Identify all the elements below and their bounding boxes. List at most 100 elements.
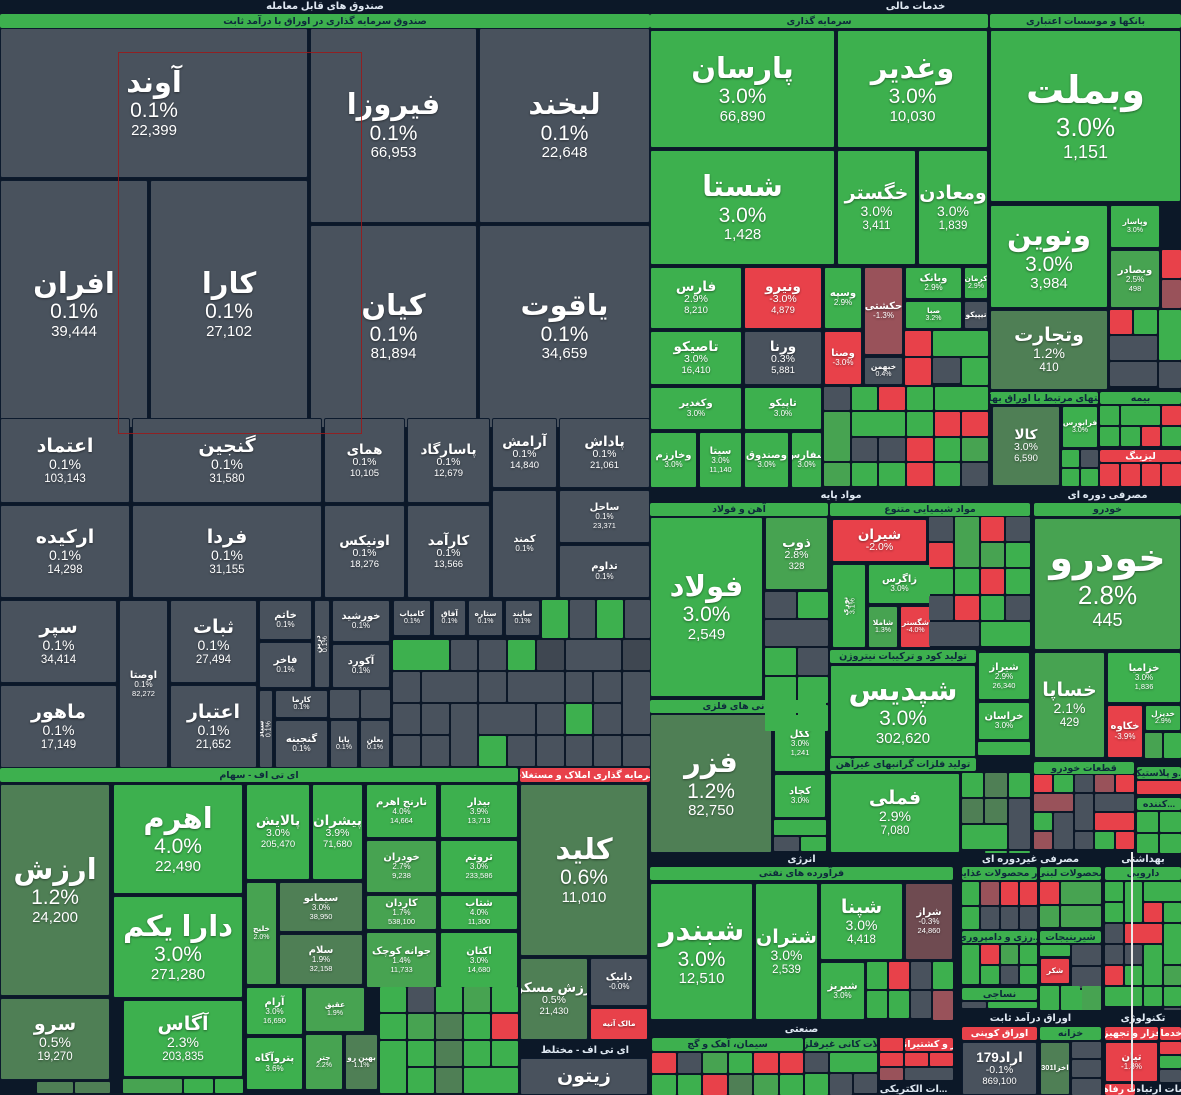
mosaic-tile[interactable] xyxy=(1162,464,1181,486)
mosaic-tile[interactable] xyxy=(954,569,979,594)
section-header[interactable]: ...کننده xyxy=(1137,798,1181,810)
mosaic-tile[interactable] xyxy=(728,1053,752,1073)
treemap-tile[interactable]: پارسان 3.0% 66,890 xyxy=(650,30,835,148)
treemap-tile[interactable]: پتروآگاه 3.6% xyxy=(246,1037,303,1090)
treemap-tile[interactable]: وپاسار 3.0% xyxy=(1110,205,1160,248)
mosaic-tile[interactable] xyxy=(408,1041,434,1066)
mosaic-tile[interactable] xyxy=(1054,813,1073,849)
mosaic-tile[interactable] xyxy=(1160,1056,1181,1068)
mosaic-tile[interactable] xyxy=(623,640,650,670)
mosaic-tile[interactable] xyxy=(1124,966,1142,985)
mosaic-tile[interactable] xyxy=(754,1075,778,1095)
mosaic-tile[interactable] xyxy=(934,387,988,411)
treemap-tile[interactable]: کارما 0.1% xyxy=(275,690,328,718)
mosaic-tile[interactable] xyxy=(805,1053,828,1072)
mosaic-tile[interactable] xyxy=(911,962,931,989)
mosaic-tile[interactable] xyxy=(1105,903,1123,922)
treemap-tile[interactable]: فارس 2.9% 8,210 xyxy=(650,267,742,329)
mosaic-tile[interactable] xyxy=(978,742,1030,755)
mosaic-tile[interactable] xyxy=(479,736,507,766)
treemap-tile[interactable]: ثبات 0.1% 27,494 xyxy=(170,600,257,683)
mosaic-tile[interactable] xyxy=(508,672,564,702)
treemap-tile[interactable]: عقیق 1.9% xyxy=(305,987,365,1032)
mosaic-tile[interactable] xyxy=(980,517,1005,542)
mosaic-tile[interactable] xyxy=(1074,832,1094,849)
section-header[interactable]: فرآورده های نفتی xyxy=(650,867,953,880)
section-header[interactable]: سرمایه گذاری xyxy=(650,14,988,28)
mosaic-tile[interactable] xyxy=(1040,905,1059,927)
section-header[interactable]: شیرینیجات xyxy=(1040,931,1101,943)
treemap-tile[interactable]: درین 0.1% xyxy=(314,600,330,688)
mosaic-tile[interactable] xyxy=(880,1038,903,1051)
treemap-tile[interactable]: اونیکس 0.1% 18,276 xyxy=(324,505,405,598)
treemap-tile[interactable]: شراز -0.3% 24,860 xyxy=(905,883,953,960)
mosaic-tile[interactable] xyxy=(1163,924,1181,964)
mosaic-tile[interactable] xyxy=(436,1041,462,1066)
treemap-tile[interactable]: وکغدیر 3.0% xyxy=(650,387,742,430)
treemap-tile[interactable]: تاپیکو 3.0% xyxy=(744,387,822,430)
treemap-tile[interactable]: کلید 0.6% 11,010 xyxy=(520,784,648,956)
mosaic-tile[interactable] xyxy=(1137,812,1158,832)
treemap-tile[interactable]: همای 0.1% 10,105 xyxy=(324,418,405,503)
treemap-tile[interactable]: وغدیر 3.0% 10,030 xyxy=(837,30,988,148)
treemap-tile[interactable]: خودرو 2.8% 445 xyxy=(1034,518,1181,650)
section-header[interactable]: بیمه xyxy=(1100,392,1181,404)
treemap-tile[interactable]: فیروزا 0.1% 66,953 xyxy=(310,28,477,223)
mosaic-tile[interactable] xyxy=(889,962,909,989)
mosaic-tile[interactable] xyxy=(954,517,979,568)
mosaic-tile[interactable] xyxy=(677,1075,701,1095)
mosaic-tile[interactable] xyxy=(962,1002,986,1008)
treemap-tile[interactable]: خزامیا 3.0% 1,836 xyxy=(1107,652,1181,703)
mosaic-tile[interactable] xyxy=(380,1041,406,1093)
section-header[interactable]: ای تی اف - سهام xyxy=(0,768,518,782)
treemap-tile[interactable]: بعلن 0.1% xyxy=(360,720,390,768)
mosaic-tile[interactable] xyxy=(929,517,953,542)
mosaic-tile[interactable] xyxy=(824,462,850,486)
treemap-tile[interactable]: ساحل 0.1% 23,371 xyxy=(559,490,650,543)
mosaic-tile[interactable] xyxy=(929,595,953,620)
mosaic-tile[interactable] xyxy=(1162,427,1181,446)
mosaic-tile[interactable] xyxy=(981,882,999,905)
section-header[interactable]: اوراق کوپنی xyxy=(962,1027,1037,1040)
mosaic-tile[interactable] xyxy=(1000,882,1018,905)
mosaic-tile[interactable] xyxy=(380,987,406,1012)
mosaic-tile[interactable] xyxy=(1141,464,1161,486)
mosaic-tile[interactable] xyxy=(565,640,622,670)
mosaic-tile[interactable] xyxy=(1082,986,1101,1010)
mosaic-tile[interactable] xyxy=(867,962,887,989)
treemap-tile[interactable]: ارکیده 0.1% 14,298 xyxy=(0,505,130,598)
mosaic-tile[interactable] xyxy=(824,412,850,461)
mosaic-tile[interactable] xyxy=(962,882,980,905)
mosaic-tile[interactable] xyxy=(779,1075,803,1095)
mosaic-tile[interactable] xyxy=(1164,733,1181,758)
treemap-tile[interactable]: خگستر 3.0% 3,411 xyxy=(837,150,916,265)
treemap-tile[interactable]: وصندوق 3.0% xyxy=(744,432,789,488)
treemap-tile[interactable]: اعتماد 0.1% 103,143 xyxy=(0,418,130,503)
treemap-tile[interactable]: شیران -2.0% xyxy=(832,519,927,562)
treemap-tile[interactable]: حکشتی -1.3% xyxy=(864,267,903,355)
mosaic-tile[interactable] xyxy=(479,672,507,702)
section-header[interactable]: قطعات خودرو xyxy=(1034,762,1134,774)
mosaic-tile[interactable] xyxy=(1115,832,1134,849)
mosaic-tile[interactable] xyxy=(829,1074,853,1095)
mosaic-tile[interactable] xyxy=(1034,813,1053,830)
treemap-tile[interactable]: سپاد 0.1% xyxy=(259,690,273,768)
mosaic-tile[interactable] xyxy=(797,676,828,703)
treemap-tile[interactable]: وتجارت 1.2% 410 xyxy=(990,310,1108,390)
treemap-tile[interactable]: ذوب 2.8% 328 xyxy=(765,517,828,590)
mosaic-tile[interactable] xyxy=(464,987,490,1012)
treemap-tile[interactable]: چتر 2.2% xyxy=(305,1034,343,1090)
mosaic-tile[interactable] xyxy=(1095,832,1114,849)
treemap-tile[interactable]: سیمانو 3.0% 38,950 xyxy=(279,882,363,932)
mosaic-tile[interactable] xyxy=(1162,406,1181,425)
mosaic-tile[interactable] xyxy=(542,600,568,638)
mosaic-tile[interactable] xyxy=(1000,965,1018,984)
mosaic-tile[interactable] xyxy=(565,672,593,702)
mosaic-tile[interactable] xyxy=(421,704,449,734)
mosaic-tile[interactable] xyxy=(1054,775,1073,792)
mosaic-tile[interactable] xyxy=(779,1053,803,1073)
treemap-tile[interactable]: ارزش مسکن0.5%21,430 xyxy=(520,958,588,1040)
treemap-tile[interactable]: اهرم 4.0% 22,490 xyxy=(113,784,243,894)
treemap-tile[interactable]: اعتبار 0.1% 21,652 xyxy=(170,685,257,768)
mosaic-tile[interactable] xyxy=(980,569,1005,594)
